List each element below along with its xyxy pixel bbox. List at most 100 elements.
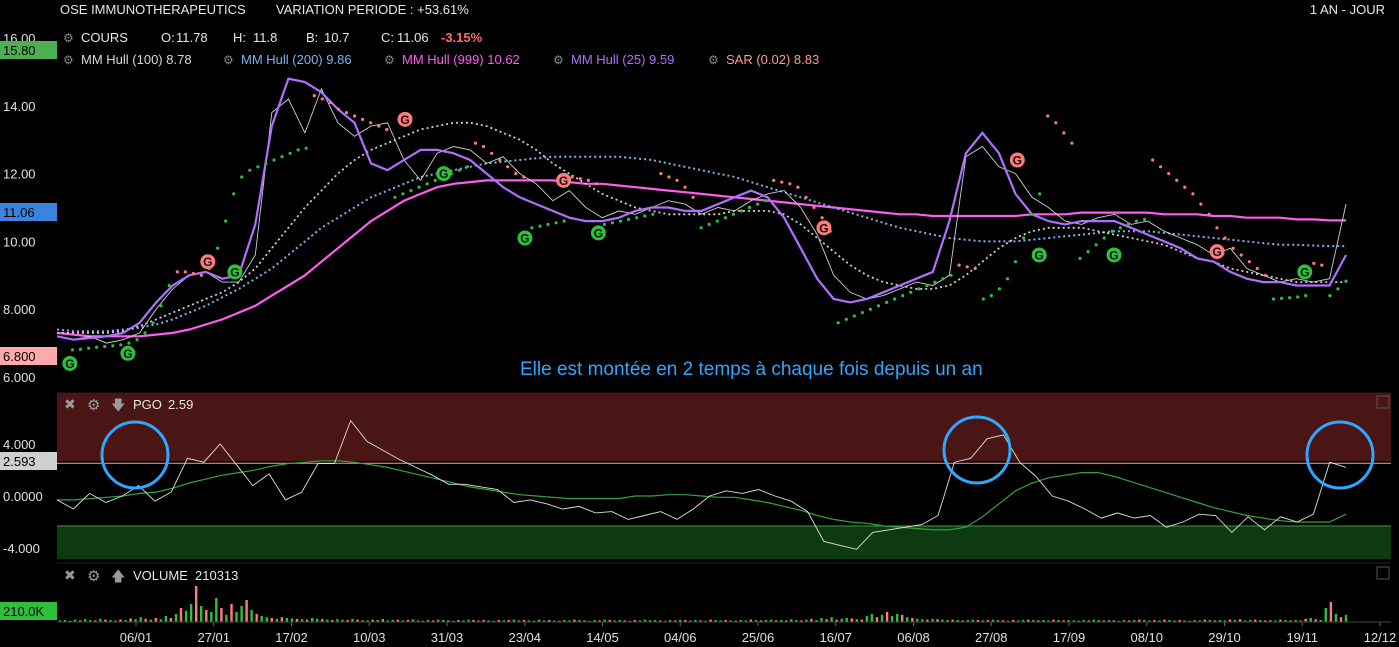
volume-bar	[936, 619, 939, 622]
sar-dot	[973, 266, 977, 271]
sar-dot	[876, 304, 881, 308]
x-tick-label: 06/01	[120, 630, 153, 645]
period-selector[interactable]: 1 AN - JOUR	[1310, 2, 1385, 17]
sar-dot	[457, 168, 461, 172]
volume-bar	[482, 620, 485, 622]
sar-dot	[264, 161, 268, 165]
sar-dot	[893, 297, 897, 301]
volume-bar	[356, 619, 359, 622]
close-icon[interactable]: ✖	[64, 396, 76, 412]
sar-dot	[127, 341, 131, 345]
ma-line-mm-hull-200-	[57, 155, 1346, 333]
sar-dot	[288, 151, 292, 155]
signal-marker-down[interactable]: G	[816, 220, 832, 236]
volume-bar	[305, 619, 309, 622]
signal-marker-up[interactable]: G	[517, 230, 533, 246]
signal-marker-up[interactable]: G	[120, 345, 136, 361]
sar-dot	[667, 175, 671, 179]
volume-bar	[1097, 620, 1101, 622]
arrow-down-icon[interactable]: 🡇	[111, 397, 125, 413]
signal-marker-up[interactable]: G	[1106, 247, 1122, 263]
sar-dot	[1110, 229, 1114, 233]
x-tick-label: 16/07	[819, 630, 852, 645]
volume-bar	[729, 620, 732, 622]
volume-bar	[674, 620, 677, 622]
sar-dot	[1344, 279, 1348, 283]
indicator-legend: ⚙ MM Hull (100) 8.78 ⚙ MM Hull (200) 9.86 ⚙ M…	[63, 52, 819, 67]
sar-dot	[756, 202, 760, 206]
indicator-legend-item[interactable]: ⚙ MM Hull (25) 9.59	[553, 52, 674, 67]
volume-bar	[447, 620, 450, 622]
signal-marker-down[interactable]: G	[200, 254, 216, 270]
volume-bar	[462, 620, 465, 622]
gear-icon[interactable]: ⚙	[63, 31, 74, 45]
volume-bar	[845, 618, 848, 622]
signal-letter: G	[1035, 248, 1044, 262]
pgo-signal-line	[57, 460, 1347, 531]
sar-dot	[1134, 219, 1138, 223]
sar-dot	[240, 175, 244, 179]
pgo-plot	[57, 415, 1391, 550]
signal-marker-up[interactable]: G	[436, 166, 452, 182]
volume-bar	[623, 620, 626, 622]
volume-bar	[1289, 620, 1292, 622]
signal-marker-down[interactable]: G	[1009, 152, 1025, 168]
volume-bar	[311, 618, 314, 622]
gear-icon[interactable]: ⚙	[384, 53, 395, 67]
signal-marker-up[interactable]: G	[1297, 264, 1313, 280]
sar-dot	[731, 212, 736, 216]
open-label: O:	[161, 30, 175, 45]
signal-marker-up[interactable]: G	[227, 264, 243, 280]
gear-icon[interactable]: ⚙	[87, 568, 100, 585]
svg-text:15.80: 15.80	[3, 43, 36, 58]
sar-dot	[981, 297, 985, 301]
volume-bar	[1077, 620, 1080, 622]
gear-icon[interactable]: ⚙	[553, 53, 564, 67]
indicator-legend-item[interactable]: ⚙ MM Hull (999) 10.62	[384, 52, 520, 67]
signal-marker-up[interactable]: G	[1031, 247, 1047, 263]
volume-bar	[679, 619, 682, 622]
maximize-box[interactable]	[1376, 566, 1390, 580]
signal-marker-down[interactable]: G	[1209, 244, 1225, 260]
volume-bar	[734, 620, 737, 622]
highlight-circle	[1305, 420, 1375, 490]
maximize-box[interactable]	[1376, 395, 1390, 409]
volume-bar	[240, 606, 243, 622]
indicator-legend-item[interactable]: ⚙ MM Hull (200) 9.86	[223, 52, 352, 67]
volume-bar	[633, 620, 637, 622]
sar-dot	[280, 155, 284, 159]
gear-icon[interactable]: ⚙	[63, 53, 74, 67]
signal-marker-up[interactable]: G	[590, 225, 606, 241]
volume-bar	[195, 586, 198, 622]
signal-marker-down[interactable]: G	[397, 111, 413, 127]
sar-dot	[304, 146, 308, 150]
sar-dot	[256, 165, 260, 169]
volume-bar	[1249, 620, 1252, 622]
sar-dot	[1263, 273, 1267, 277]
sar-dot	[659, 172, 663, 176]
volume-bar	[653, 620, 657, 622]
gear-icon[interactable]: ⚙	[223, 53, 234, 67]
arrow-up-icon[interactable]: 🡅	[111, 568, 125, 584]
gear-icon[interactable]: ⚙	[708, 53, 719, 67]
sar-dot	[1336, 287, 1340, 291]
volume-bar	[941, 619, 944, 622]
signal-marker-up[interactable]: G	[62, 355, 78, 371]
x-tick-label: 19/11	[1286, 630, 1318, 645]
volume-bar	[432, 620, 435, 622]
volume-bar	[79, 620, 82, 622]
sar-dot	[570, 175, 574, 179]
volume-bar	[1027, 619, 1030, 622]
signal-marker-down[interactable]: G	[556, 172, 572, 188]
indicator-label: MM Hull (25) 9.59	[571, 52, 674, 67]
volume-bar	[780, 620, 783, 622]
indicator-legend-item[interactable]: ⚙ SAR (0.02) 8.83	[708, 52, 819, 67]
close-icon[interactable]: ✖	[64, 567, 76, 583]
last-price-badge: 11.06	[0, 203, 57, 221]
indicator-legend-item[interactable]: ⚙ MM Hull (100) 8.78	[63, 52, 192, 67]
volume-bar	[714, 620, 717, 622]
volume-bar	[421, 620, 425, 622]
sar-dot	[562, 219, 566, 223]
gear-icon[interactable]: ⚙	[87, 397, 100, 414]
volume-bar	[366, 620, 369, 622]
